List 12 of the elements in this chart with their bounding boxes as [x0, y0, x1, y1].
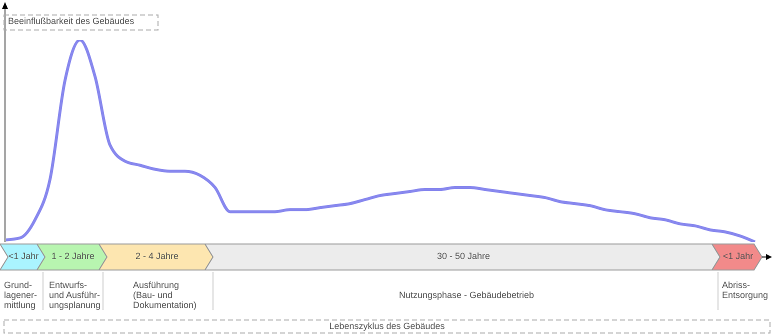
text: Abriss- Entsorgung: [722, 280, 770, 300]
text: Nutzungsphase - Gebäudebetrieb: [398, 290, 536, 300]
text: 30 - 50 Jahre: [436, 251, 492, 261]
text: <1 Jahr: [7, 251, 40, 261]
text: 1 - 2 Jahre: [50, 251, 96, 261]
text: Lebenszyklus des Gebäudes: [4, 321, 770, 331]
text: <1 Jahr: [722, 251, 754, 261]
y-axis-title: Beeinflußbarkeit des Gebäudes: [8, 16, 134, 26]
text: Ausführung (Bau- und Dokumentation): [133, 280, 198, 310]
text: Grund- lagener- mittlung: [4, 280, 38, 310]
text: Entwurfs- und Ausführ- ungsplanung: [49, 280, 102, 310]
text: 2 - 4 Jahre: [134, 251, 180, 261]
